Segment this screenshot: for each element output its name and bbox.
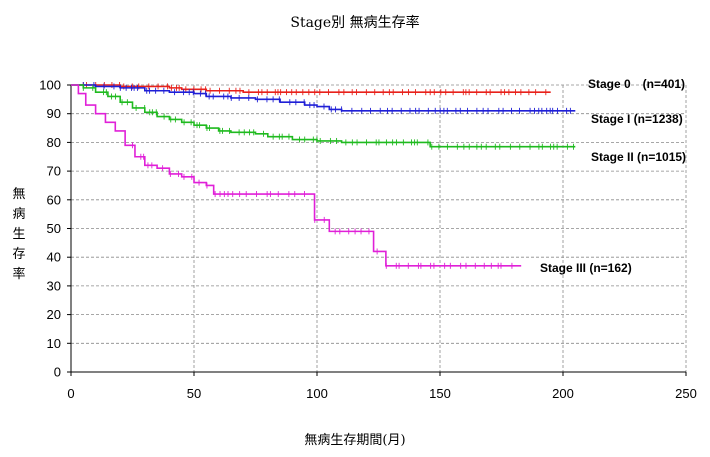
x-axis-title: 無病生存期間(月)	[304, 433, 405, 448]
y-tick-label: 90	[47, 106, 61, 121]
y-tick-label: 100	[39, 78, 61, 93]
y-tick-label: 20	[47, 307, 61, 322]
x-tick-labels: 0 50 100 150 200 250	[67, 386, 696, 401]
chart-title: Stage別 無病生存率	[290, 14, 419, 31]
y-tick-label: 30	[47, 278, 61, 293]
x-tick-label: 150	[429, 386, 451, 401]
y-tick-label: 70	[47, 164, 61, 179]
y-tick-label: 50	[47, 221, 61, 236]
series-label: Stage III (n=162)	[540, 261, 632, 275]
series-3	[71, 84, 522, 269]
x-tick-label: 200	[552, 386, 574, 401]
series-label: Stage 0 (n=401)	[588, 77, 685, 91]
y-tick-labels: 0 10 20 30 40 50 60 70 80 90 100	[39, 78, 61, 380]
y-tick-label: 80	[47, 135, 61, 150]
survival-curve	[71, 84, 576, 148]
x-tick-label: 250	[675, 386, 697, 401]
gridlines	[71, 84, 687, 372]
y-axis-title: 無病生存率	[12, 187, 25, 282]
x-tick-label: 100	[306, 386, 328, 401]
series-group	[71, 82, 576, 269]
survival-curve	[71, 84, 522, 267]
x-tick-label: 0	[67, 386, 74, 401]
y-tick-label: 10	[47, 336, 61, 351]
series-label: Stage I (n=1238)	[591, 112, 683, 126]
series-1	[71, 82, 576, 114]
series-2	[71, 84, 576, 150]
y-tick-label: 0	[54, 365, 61, 380]
series-label: Stage II (n=1015)	[591, 150, 686, 164]
axes	[67, 84, 687, 376]
y-tick-label: 60	[47, 192, 61, 207]
x-tick-label: 50	[187, 386, 201, 401]
y-tick-label: 40	[47, 250, 61, 265]
series-labels: Stage 0 (n=401) Stage I (n=1238) Stage II …	[540, 77, 686, 275]
